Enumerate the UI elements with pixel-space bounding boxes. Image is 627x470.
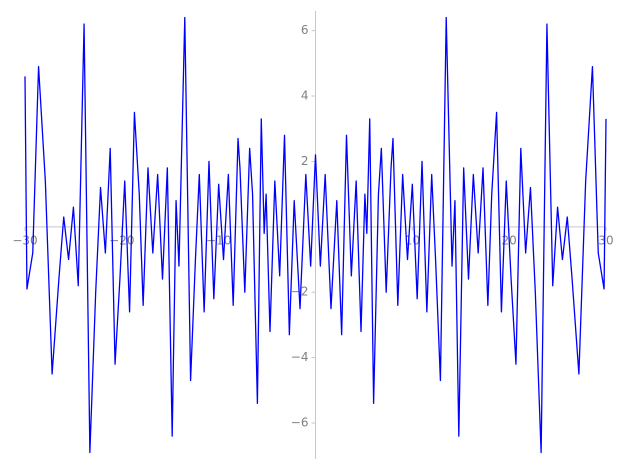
data-line [24,16,607,454]
x-tick-label: −30 [12,233,37,247]
y-tick-label: 2 [301,154,309,168]
x-tick-label: −10 [206,233,231,247]
y-tick-label: 4 [301,89,309,103]
y-tick-label: −6 [291,416,309,430]
y-tick-label: 6 [301,23,309,37]
x-tick-label: 30 [598,233,613,247]
y-tick-label: −4 [291,350,309,364]
